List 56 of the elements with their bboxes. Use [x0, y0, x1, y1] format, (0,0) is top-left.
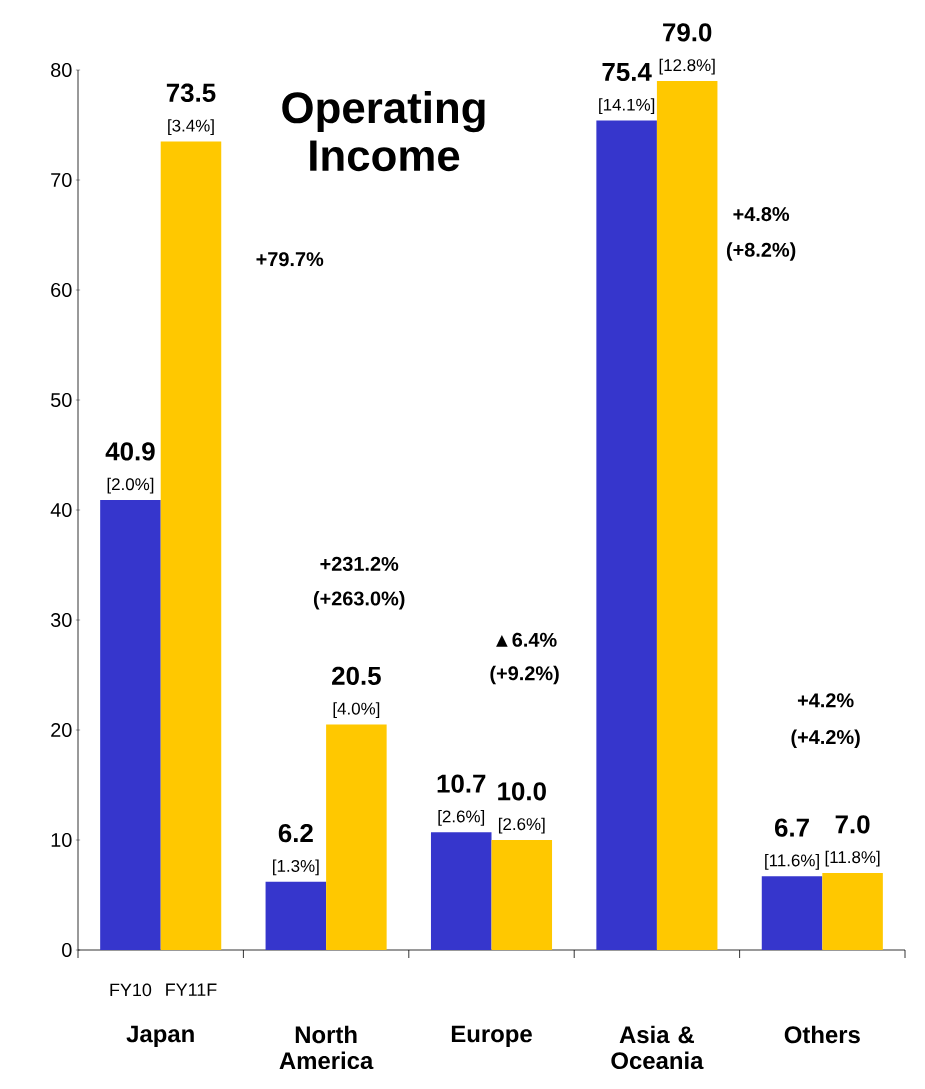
- data-label: 20.5: [332, 666, 381, 685]
- annotation: [1.3%]: [273, 859, 319, 876]
- annotation: [11.8%]: [825, 850, 880, 867]
- annotation: [3.4%]: [168, 119, 214, 135]
- y-tick-label: 10: [51, 832, 72, 848]
- annotation: [4.0%]: [333, 702, 380, 718]
- x-tick-label: Europe: [451, 1025, 532, 1048]
- data-label: 6.7: [774, 818, 809, 837]
- bar: [265, 881, 327, 950]
- annotation: +4.2%: [797, 693, 854, 708]
- annotation: +231.2%: [320, 556, 399, 571]
- data-label: 6.2: [278, 823, 313, 843]
- y-tick-label: 40: [50, 502, 72, 518]
- bar: [100, 500, 161, 950]
- bar: [656, 81, 718, 950]
- annotation: (+8.2%): [726, 242, 796, 261]
- data-label: 40.9: [105, 442, 155, 461]
- x-tick-label: Japan: [126, 1025, 194, 1048]
- y-tick-label: 20: [51, 722, 72, 738]
- series-label: FY10: [110, 983, 152, 997]
- data-label: 10.0: [498, 782, 546, 801]
- annotation: [2.0%]: [107, 477, 154, 494]
- bar: [596, 120, 657, 950]
- bar: [491, 840, 553, 950]
- data-label: 10.7: [437, 774, 486, 793]
- y-tick-label: 30: [50, 612, 72, 628]
- y-tick-label: 80: [51, 62, 72, 78]
- y-tick-label: 70: [51, 172, 72, 188]
- series-label: FY11F: [166, 983, 217, 996]
- x-tick-label: North America: [279, 1025, 374, 1070]
- annotation: (+9.2%): [490, 665, 559, 685]
- data-label: 7.0: [835, 815, 870, 834]
- annotation: [14.1%]: [599, 98, 655, 115]
- annotation: [2.6%]: [498, 817, 545, 834]
- annotation: +79.7%: [256, 252, 324, 267]
- annotation: +4.8%: [733, 207, 790, 222]
- annotation: [11.6%]: [765, 854, 819, 870]
- annotation: [12.8%]: [659, 58, 715, 75]
- y-tick-label: 50: [50, 392, 72, 408]
- annotation: [2.6%]: [438, 810, 485, 826]
- bar: [822, 873, 883, 950]
- annotation: (+263.0%): [313, 590, 405, 610]
- bar: [326, 724, 387, 950]
- data-label: 75.4: [602, 63, 652, 82]
- text: Operating Income: [282, 91, 485, 172]
- bar: [160, 141, 222, 950]
- annotation: (+4.2%): [791, 729, 860, 749]
- bar: [430, 832, 492, 950]
- data-label: 79.0: [663, 23, 712, 42]
- x-tick-label: Asia & Oceania: [611, 1025, 704, 1070]
- y-tick-label: 60: [51, 282, 72, 298]
- bar: [761, 876, 823, 950]
- annotation: ▲6.4%: [496, 632, 557, 647]
- data-label: 73.5: [166, 83, 216, 102]
- y-tick-label: 0: [62, 942, 72, 958]
- x-tick-label: Others: [784, 1025, 860, 1044]
